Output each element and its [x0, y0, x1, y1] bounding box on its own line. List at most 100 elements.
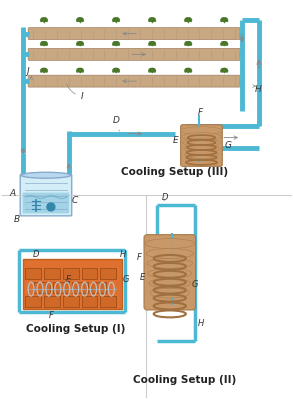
Text: D: D [162, 192, 168, 202]
Bar [91, 282, 106, 293]
Ellipse shape [184, 68, 188, 72]
Text: H: H [255, 84, 262, 94]
Bar [82, 268, 98, 279]
Text: C: C [72, 196, 78, 204]
FancyBboxPatch shape [20, 174, 72, 216]
Ellipse shape [151, 41, 154, 46]
Bar [25, 296, 41, 307]
FancyBboxPatch shape [28, 28, 240, 40]
Text: Cooling Setup (I): Cooling Setup (I) [26, 324, 125, 334]
Ellipse shape [184, 18, 188, 22]
Ellipse shape [76, 68, 80, 72]
Ellipse shape [184, 144, 219, 152]
Bar [63, 296, 79, 307]
Ellipse shape [112, 41, 116, 46]
Ellipse shape [148, 41, 152, 46]
Circle shape [47, 203, 55, 211]
Text: H: H [120, 250, 127, 259]
Ellipse shape [220, 18, 224, 22]
Text: E: E [140, 273, 145, 282]
Ellipse shape [188, 68, 192, 72]
Ellipse shape [183, 138, 220, 146]
Ellipse shape [80, 68, 84, 72]
Text: H: H [197, 319, 204, 328]
Ellipse shape [21, 172, 71, 178]
Text: D: D [112, 116, 119, 131]
Ellipse shape [187, 68, 190, 73]
Ellipse shape [42, 17, 46, 22]
Bar [53, 282, 69, 293]
Ellipse shape [224, 18, 228, 22]
Ellipse shape [76, 18, 80, 22]
Text: F: F [48, 311, 53, 320]
Text: G: G [122, 275, 129, 284]
Text: A: A [9, 188, 16, 198]
Bar [44, 268, 60, 279]
Ellipse shape [188, 41, 192, 46]
Ellipse shape [44, 18, 48, 22]
Ellipse shape [40, 18, 44, 22]
Ellipse shape [150, 288, 190, 298]
FancyBboxPatch shape [144, 235, 195, 310]
Text: Cooling Setup (III): Cooling Setup (III) [121, 167, 228, 177]
Text: Cooling Setup (II): Cooling Setup (II) [133, 375, 236, 385]
Ellipse shape [116, 68, 120, 72]
FancyBboxPatch shape [28, 75, 240, 87]
Ellipse shape [40, 68, 44, 72]
Ellipse shape [79, 17, 82, 22]
Ellipse shape [224, 41, 228, 46]
Ellipse shape [112, 18, 116, 22]
Ellipse shape [147, 258, 193, 268]
Ellipse shape [42, 68, 46, 73]
Ellipse shape [115, 68, 118, 73]
Text: G: G [224, 141, 231, 150]
Ellipse shape [80, 18, 84, 22]
Ellipse shape [148, 18, 152, 22]
Ellipse shape [80, 41, 84, 46]
Ellipse shape [223, 68, 226, 73]
Ellipse shape [146, 248, 194, 258]
Ellipse shape [116, 18, 120, 22]
Text: F: F [198, 108, 203, 117]
Ellipse shape [187, 17, 190, 22]
Ellipse shape [151, 68, 154, 73]
Ellipse shape [182, 133, 221, 140]
FancyBboxPatch shape [23, 192, 69, 213]
Ellipse shape [112, 68, 116, 72]
Bar [63, 268, 79, 279]
Bar [100, 296, 116, 307]
Ellipse shape [181, 127, 222, 135]
FancyBboxPatch shape [181, 125, 222, 166]
Text: E: E [66, 275, 71, 284]
Text: G: G [192, 280, 198, 289]
Bar [44, 296, 60, 307]
Text: I: I [67, 84, 83, 101]
FancyBboxPatch shape [23, 260, 122, 309]
Ellipse shape [44, 41, 48, 46]
Ellipse shape [223, 17, 226, 22]
Ellipse shape [148, 268, 192, 278]
Ellipse shape [152, 68, 156, 72]
Text: J: J [26, 67, 29, 76]
Ellipse shape [187, 41, 190, 46]
Ellipse shape [79, 41, 82, 46]
Ellipse shape [223, 41, 226, 46]
Ellipse shape [116, 41, 120, 46]
Bar [82, 296, 98, 307]
Ellipse shape [152, 41, 156, 46]
Ellipse shape [185, 150, 218, 158]
FancyBboxPatch shape [28, 48, 240, 60]
Ellipse shape [149, 278, 190, 288]
Text: D: D [33, 250, 40, 259]
Ellipse shape [145, 239, 195, 248]
Ellipse shape [220, 68, 224, 72]
Text: F: F [137, 253, 142, 262]
Ellipse shape [115, 41, 118, 46]
Text: B: B [13, 215, 19, 224]
Bar [100, 268, 116, 279]
Ellipse shape [151, 17, 154, 22]
Ellipse shape [44, 68, 48, 72]
Ellipse shape [76, 41, 80, 46]
Ellipse shape [42, 41, 46, 46]
Ellipse shape [220, 41, 224, 46]
